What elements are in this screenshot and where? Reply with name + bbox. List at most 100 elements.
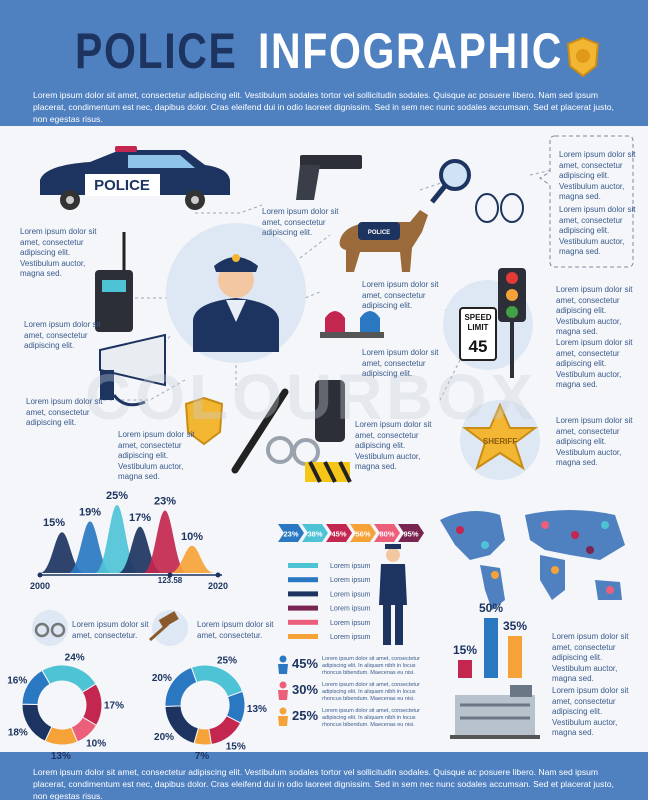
donut-label: 15% xyxy=(226,741,246,752)
title-light: INFOGRAPHIC xyxy=(258,23,564,79)
equipment-icons xyxy=(184,380,352,483)
person-value: 45% xyxy=(292,656,318,671)
person-head xyxy=(279,655,287,663)
sheriff-label: SHERIFF xyxy=(483,437,517,446)
bar-label: 50% xyxy=(479,601,503,615)
speech-bubble xyxy=(539,135,634,268)
legend-label: Lorem ipsum xyxy=(330,591,371,598)
axis-dot xyxy=(167,572,173,578)
mountain xyxy=(95,505,139,573)
car-label: POLICE xyxy=(94,177,150,194)
donut-label: 20% xyxy=(152,673,172,684)
mountain-label: 23% xyxy=(154,495,176,507)
person-text: Lorem ipsum dolor sit amet, consectetur … xyxy=(322,682,420,702)
officer-icon xyxy=(193,254,279,352)
donut-segment xyxy=(208,715,242,746)
person-text: Lorem ipsum dolor sit amet, consectetur … xyxy=(322,656,420,676)
callout-text: Lorem ipsum dolor sit amet, consectetur … xyxy=(362,348,439,378)
header-text: Lorem ipsum dolor sit amet, consectetur … xyxy=(33,90,614,124)
callout-text: Lorem ipsum dolor sit amet, consectetur … xyxy=(552,632,629,683)
legend-swatch xyxy=(288,605,318,611)
callout-text: Lorem ipsum dolor sit amet, consectetur … xyxy=(262,207,339,237)
badge-icon xyxy=(566,36,600,78)
mountain-label: 19% xyxy=(79,506,101,518)
progress-label: 23% xyxy=(283,530,298,539)
callout-text: Lorem ipsum dolor sit amet, consectetur … xyxy=(556,338,633,389)
progress-arrow xyxy=(302,524,328,542)
person-value: 30% xyxy=(292,682,318,697)
prison-icon xyxy=(450,685,540,739)
callout-text: Lorem ipsum dolor sit amet, consectetur … xyxy=(26,397,103,427)
world-map xyxy=(440,510,625,610)
progress-arrow xyxy=(350,524,376,542)
donut-segment xyxy=(190,664,244,698)
donut-label: 13% xyxy=(51,751,71,762)
bar-label: 35% xyxy=(503,619,527,633)
header-band xyxy=(0,0,648,126)
legend-swatch xyxy=(288,634,318,639)
person-head xyxy=(279,681,287,689)
legend-label: Lorem ipsum xyxy=(330,634,371,641)
person-body xyxy=(278,664,288,674)
mountain-label: 25% xyxy=(106,490,128,502)
person-head xyxy=(279,707,287,715)
map-dots xyxy=(456,521,614,594)
legend-label: Lorem ipsum xyxy=(330,577,371,584)
bar xyxy=(484,618,498,678)
bottom-icons xyxy=(32,610,188,646)
progress-arrow xyxy=(326,524,352,542)
mountain xyxy=(143,510,187,573)
callout-text: Lorem ipsum dolor sit amet, consectetur … xyxy=(559,150,636,201)
donut-segment xyxy=(21,669,51,705)
vest-label: POLICE xyxy=(368,230,390,236)
legend-label: Lorem ipsum xyxy=(330,563,371,570)
legend-swatch xyxy=(288,619,318,625)
title-dark: POLICE xyxy=(75,23,238,79)
magnifier-icon xyxy=(430,159,524,223)
gun-icon xyxy=(296,155,362,200)
person-text: Lorem ipsum dolor sit amet, consectetur … xyxy=(322,708,420,728)
progress-arrow xyxy=(278,524,304,542)
progress-arrow xyxy=(398,524,424,542)
donut-label: 17% xyxy=(104,700,124,711)
callout-text: Lorem ipsum dolor sit amet, consectetur … xyxy=(362,280,439,310)
callout-text: Lorem ipsum dolor sit amet, consectetur … xyxy=(24,320,101,350)
sign-line1: SPEED xyxy=(464,313,491,322)
bar xyxy=(508,636,522,678)
mountain-label: 10% xyxy=(181,531,203,543)
donut-label: 10% xyxy=(86,739,106,750)
donut-segment xyxy=(164,666,198,707)
callout-text: Lorem ipsum dolor sit amet, consectetur … xyxy=(118,430,195,481)
legend-label: Lorem ipsum xyxy=(330,620,371,627)
sign-line2: LIMIT xyxy=(468,323,489,332)
standing-officer-icon xyxy=(379,544,407,645)
person-body xyxy=(278,716,288,726)
sirens-icon xyxy=(320,311,384,338)
traffic-light-icon xyxy=(459,268,526,378)
person-body xyxy=(278,690,288,700)
callout-text: Lorem ipsum dolor sit amet, consectetur. xyxy=(197,620,274,640)
donut-label: 7% xyxy=(195,751,210,762)
donut-label: 20% xyxy=(154,732,174,743)
footer-band xyxy=(0,752,648,800)
mountain-label: 17% xyxy=(129,512,151,524)
callout-text: Lorem ipsum dolor sit amet, consectetur … xyxy=(355,420,432,471)
sign-limit: 45 xyxy=(469,337,488,356)
police-car-icon xyxy=(40,146,230,210)
mountain-label: 15% xyxy=(43,517,65,529)
mountain xyxy=(170,545,214,573)
donut-label: 25% xyxy=(217,656,237,667)
legend-swatch xyxy=(288,591,318,597)
radio-icon xyxy=(95,232,133,332)
callout-text: Lorem ipsum dolor sit amet, consectetur … xyxy=(559,205,636,256)
axis-dot xyxy=(37,572,43,578)
bar xyxy=(458,660,472,678)
mountain xyxy=(40,532,84,573)
mountain xyxy=(68,521,112,573)
x-label: 2020 xyxy=(208,581,228,591)
donut-label: 24% xyxy=(65,653,85,664)
callout-text: Lorem ipsum dolor sit amet, consectetur … xyxy=(556,416,633,467)
x-label: 123.58 xyxy=(158,576,183,585)
person-value: 25% xyxy=(292,708,318,723)
